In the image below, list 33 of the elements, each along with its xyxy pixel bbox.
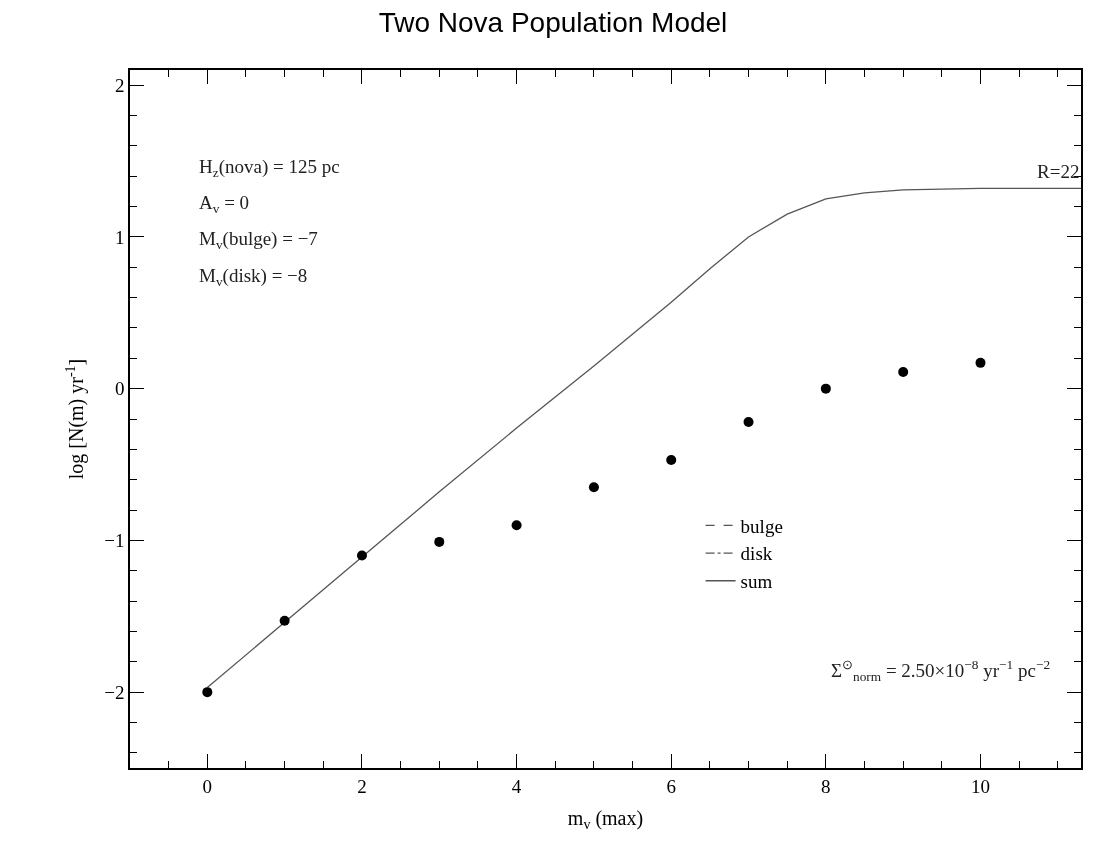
point — [511, 520, 522, 531]
point — [975, 357, 986, 368]
y-tick-label: 2 — [114, 74, 125, 96]
point — [898, 366, 909, 377]
x-tick-label: 4 — [511, 775, 522, 797]
annotation: M$_{v}$(disk) = −8 — [199, 265, 308, 289]
annotation: R=22 — [1037, 161, 1080, 182]
point — [279, 615, 290, 626]
y-tick-label: 0 — [114, 378, 125, 400]
point — [588, 482, 599, 493]
annotation: H$_{z}$(nova) = 125 pc — [199, 156, 340, 180]
x-tick-label: 2 — [357, 775, 367, 797]
point — [356, 550, 367, 561]
legend-label: disk — [740, 543, 773, 565]
y-tick-label: −1 — [104, 530, 125, 552]
point — [743, 417, 754, 428]
point — [434, 536, 445, 547]
chart-title: Two Nova Population Model — [378, 7, 728, 39]
point — [202, 687, 213, 698]
legend-label: sum — [740, 571, 773, 593]
x-axis-title: m$_{v}$ (max) — [567, 806, 644, 832]
x-tick-label: 8 — [821, 775, 831, 797]
annotation: A$_{v}$ = 0 — [199, 192, 250, 216]
annotation: M$_{v}$(bulge) = −7 — [199, 228, 318, 252]
y-tick-label: −2 — [104, 681, 125, 703]
text: Σ$^{⊙}$$_{norm}$ = 2.50×10$^{−8}$ yr$^{−1}$ pc$^{−2}$ — [831, 657, 1051, 684]
point — [820, 383, 831, 394]
legend-label: bulge — [740, 515, 783, 537]
y-tick-label: 1 — [114, 226, 125, 248]
x-tick-label: 10 — [970, 775, 990, 797]
point — [666, 454, 677, 465]
x-tick-label: 6 — [666, 775, 676, 797]
x-tick-label: 0 — [202, 775, 213, 797]
